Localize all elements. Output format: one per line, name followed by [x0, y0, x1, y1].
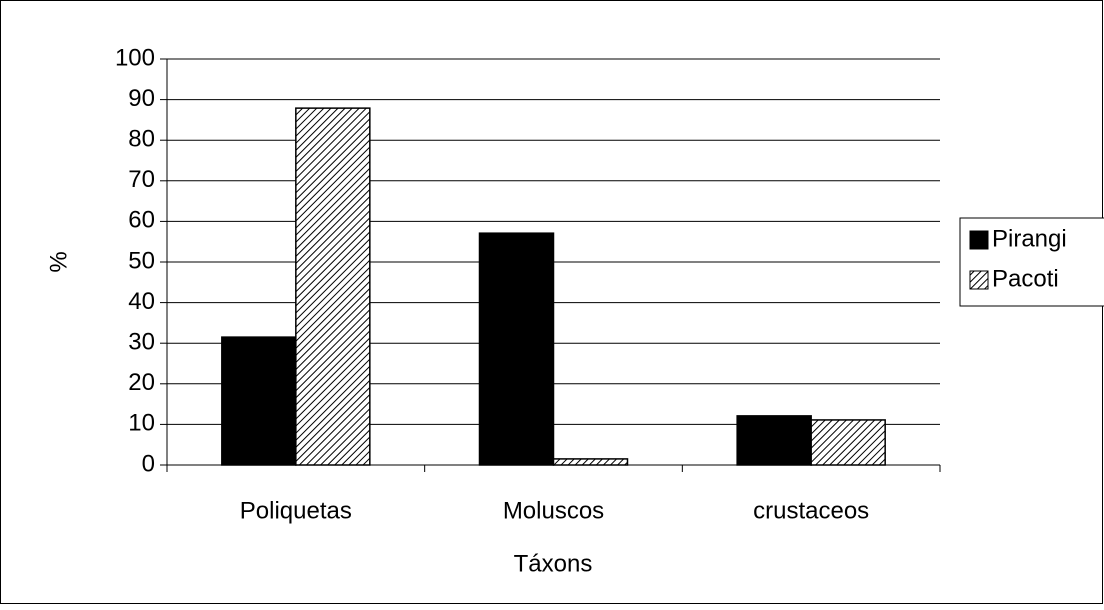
bar: [552, 458, 629, 466]
bar: [736, 415, 812, 466]
y-tick-label: 20: [128, 369, 155, 396]
bar: [478, 232, 555, 466]
y-tick-label: 30: [128, 329, 155, 356]
y-tick-label: 0: [142, 450, 155, 477]
bar: [810, 419, 886, 466]
x-tick-label: Moluscos: [503, 497, 604, 524]
x-tick-label: crustaceos: [753, 497, 869, 524]
y-tick-label: 50: [128, 247, 155, 274]
y-tick-label: 90: [128, 85, 155, 112]
y-tick-label: 100: [115, 44, 155, 71]
bar: [221, 336, 297, 466]
legend-label: Pacoti: [992, 265, 1059, 292]
y-tick-label: 10: [128, 410, 155, 437]
x-axis-label: Táxons: [514, 550, 593, 577]
legend-swatch: [969, 270, 989, 290]
legend-label: Pirangi: [992, 225, 1067, 252]
bar: [295, 107, 371, 466]
y-tick-label: 80: [128, 126, 155, 153]
x-tick-label: Poliquetas: [240, 497, 352, 524]
legend-swatch: [969, 230, 989, 250]
y-tick-label: 70: [128, 166, 155, 193]
y-axis-label: %: [45, 251, 72, 272]
y-tick-label: 40: [128, 288, 155, 315]
y-tick-label: 60: [128, 207, 155, 234]
